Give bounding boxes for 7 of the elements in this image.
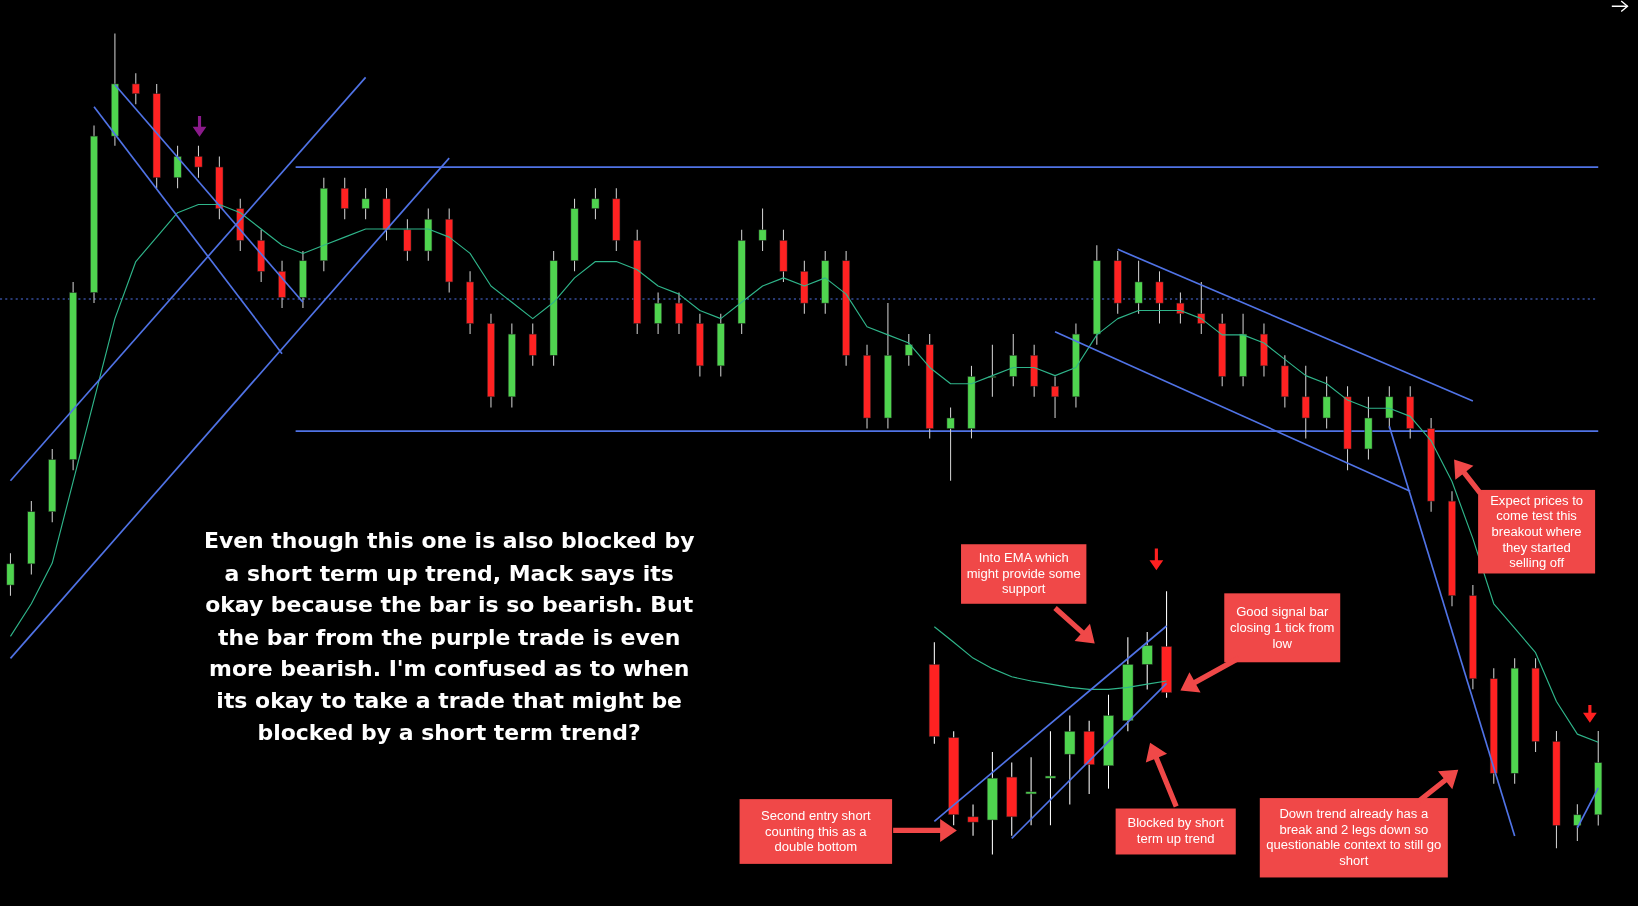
annotation: Down trend already has a break and 2 legs down so questionable context to still go short	[1259, 798, 1448, 878]
annotation: Expect prices to come test this breakout where they started selling off	[1478, 489, 1596, 574]
annotation: Even though this one is also blocked by a short term up trend, Mack says its okay because the bar is so bearish. But the bar from the purple trade is even more bearish. I'm confused as to when its okay to take a trade that might be blocked by a short term trend?	[203, 527, 695, 747]
annotation: Into EMA which might provide some support	[961, 544, 1087, 604]
annotation: Blocked by short term up trend	[1115, 808, 1236, 855]
annotation: Second entry short counting this as a double bottom	[739, 799, 893, 864]
annotation: Good signal bar closing 1 tick from low	[1224, 593, 1341, 663]
